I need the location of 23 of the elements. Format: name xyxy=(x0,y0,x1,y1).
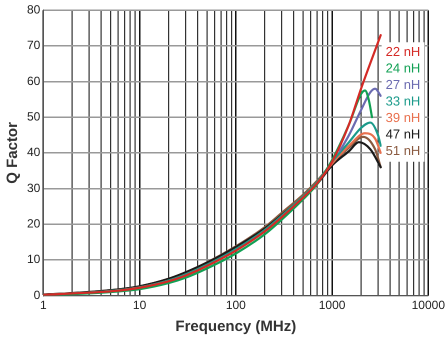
y-tick-label: 70 xyxy=(26,38,41,52)
x-tick-label: 10000 xyxy=(412,298,446,312)
series-label: 27 nH xyxy=(386,76,420,92)
series-label: 22 nH xyxy=(386,44,420,59)
x-tick-label: 1000 xyxy=(318,298,346,312)
series-label: 39 nH xyxy=(386,110,420,125)
y-tick-label: 20 xyxy=(26,216,41,231)
y-tick-label: 40 xyxy=(26,145,41,160)
x-tick-label: 1 xyxy=(40,298,48,312)
y-tick-label: 30 xyxy=(26,180,41,195)
x-axis-title: Frequency (MHz) xyxy=(175,318,296,336)
x-tick-label: 100 xyxy=(226,298,246,312)
series-label: 51 nH xyxy=(386,142,420,158)
y-axis-title: Q Factor xyxy=(4,122,22,184)
x-tick-label: 10 xyxy=(132,298,147,312)
y-tick-label: 50 xyxy=(26,110,41,124)
y-tick-label: 10 xyxy=(26,252,41,266)
y-tick-label: 0 xyxy=(34,288,41,302)
y-tick-label: 60 xyxy=(26,74,41,88)
series-label: 24 nH xyxy=(386,60,420,76)
y-tick-label: 80 xyxy=(26,2,41,17)
series-label: 47 nH xyxy=(386,126,420,142)
series-label: 33 nH xyxy=(386,93,420,108)
